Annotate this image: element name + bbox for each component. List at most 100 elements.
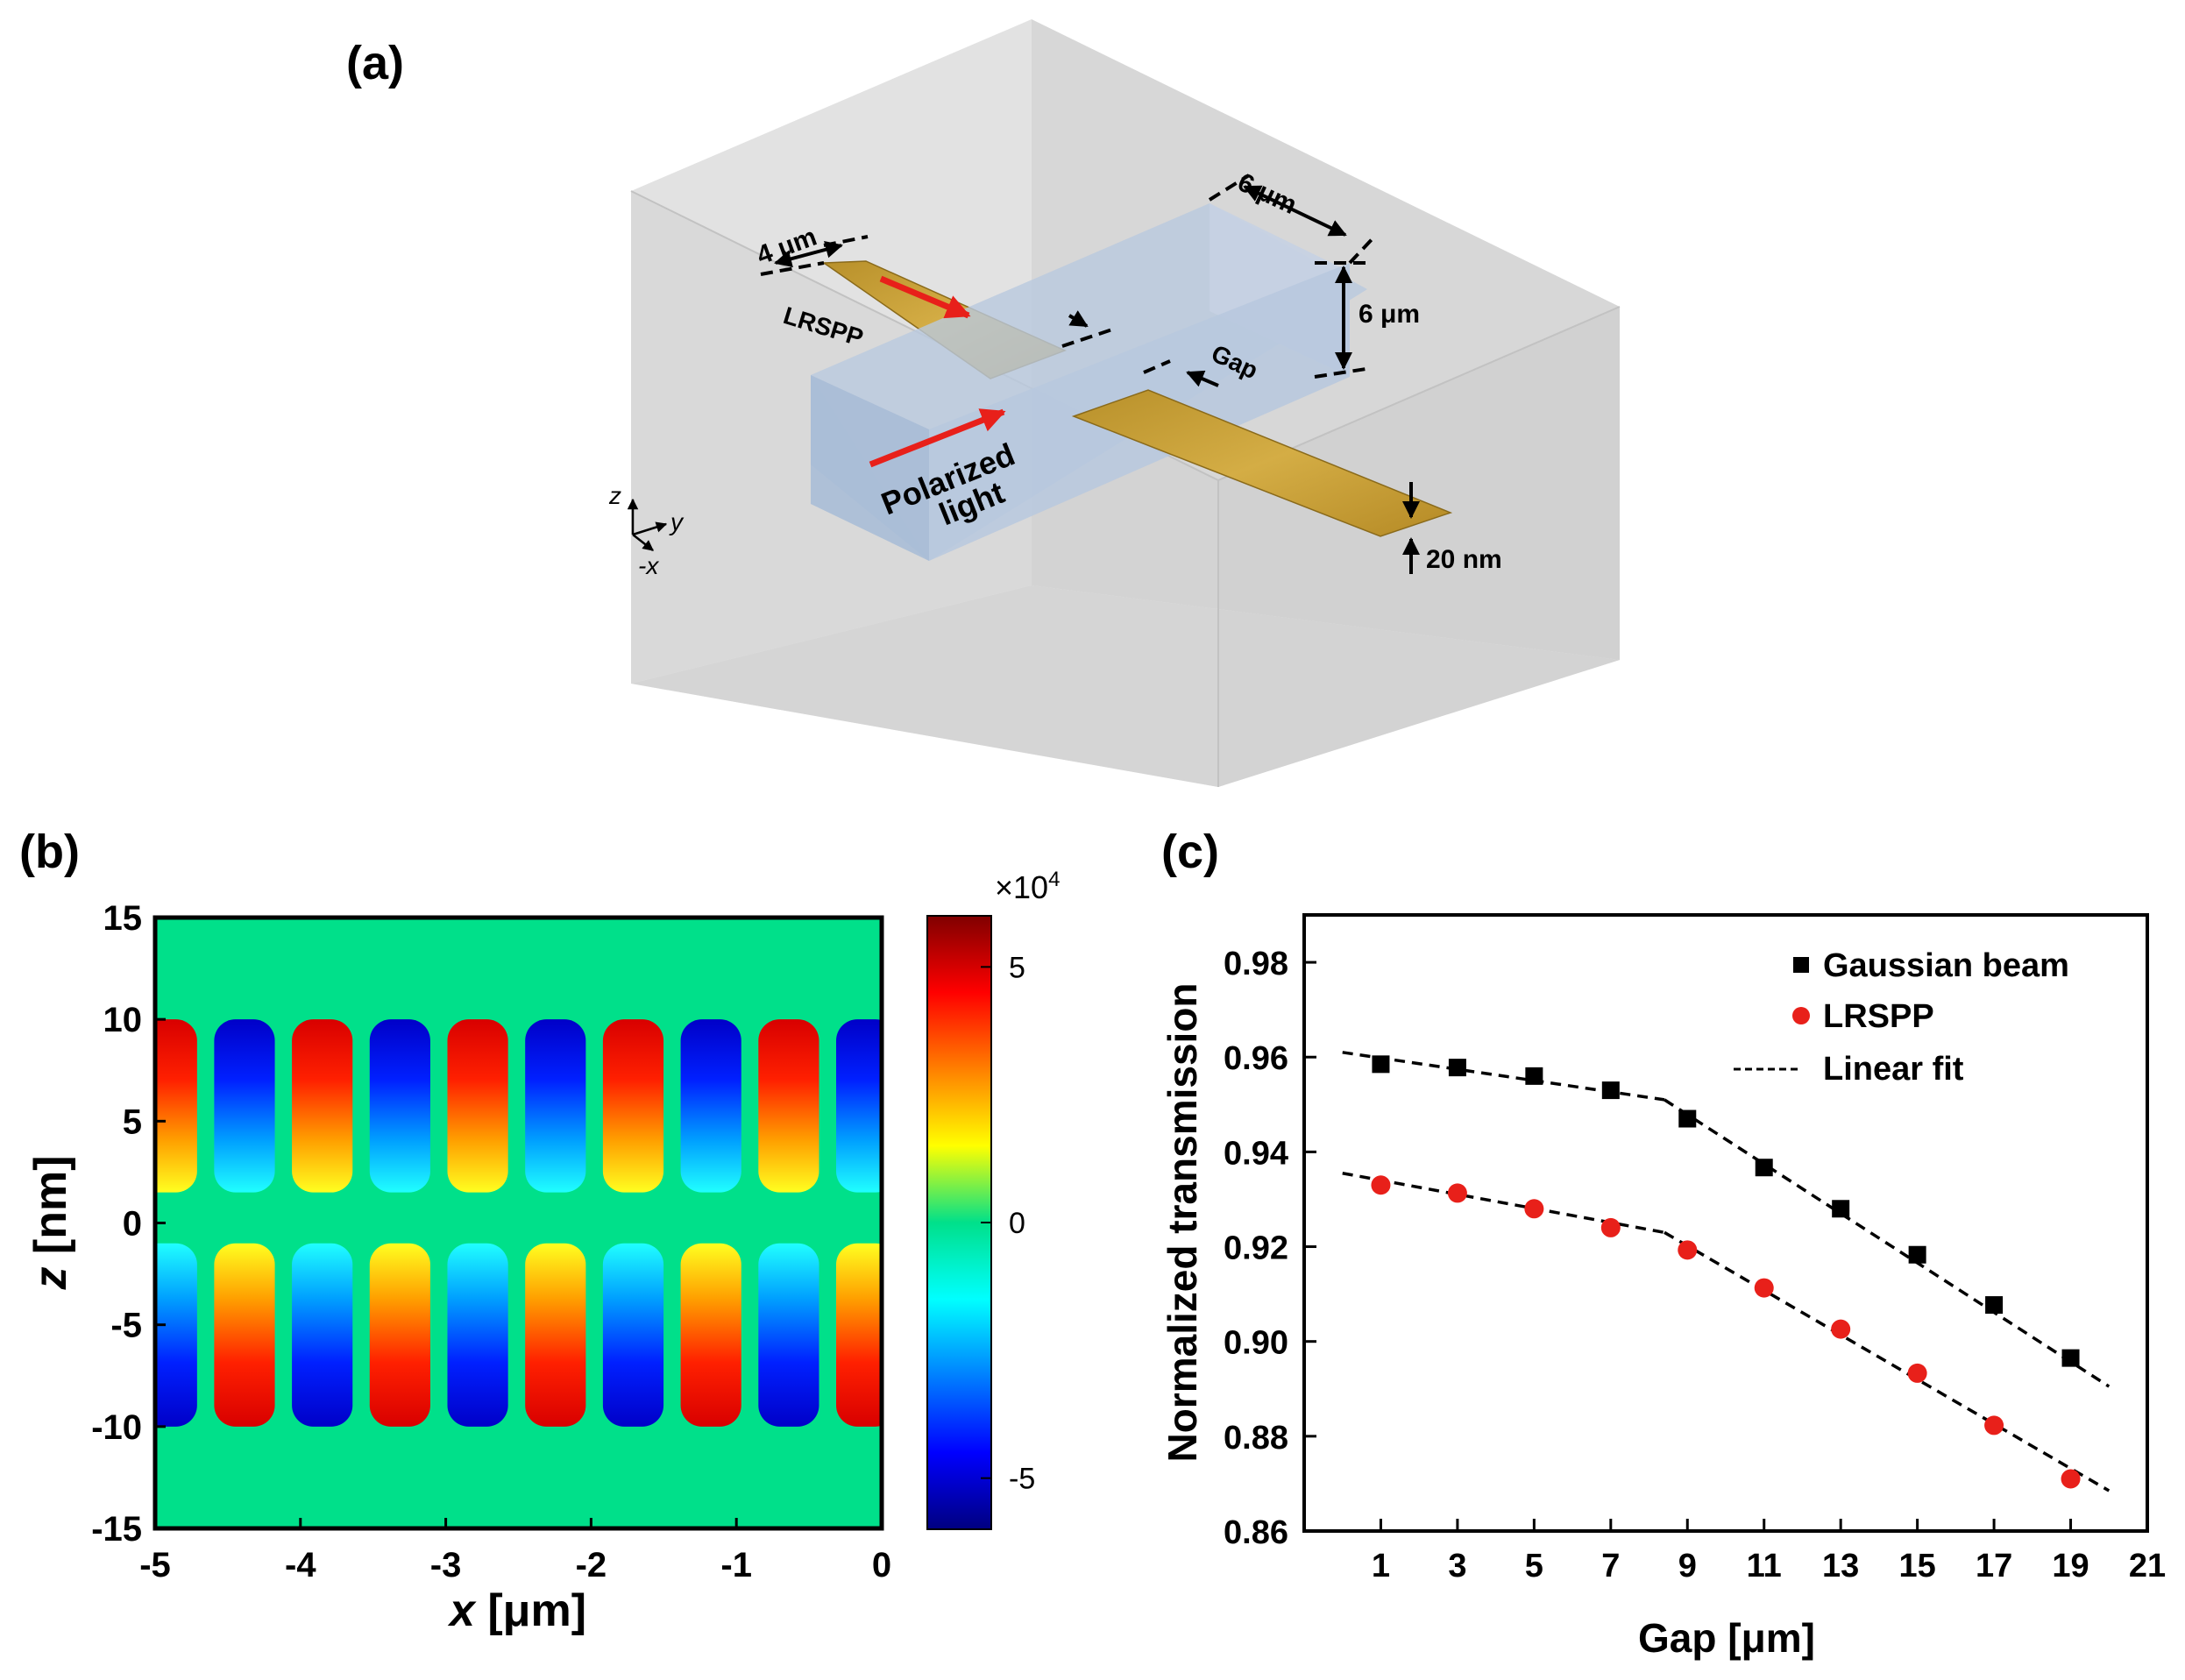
panel-c-label: (c) — [1161, 826, 1219, 878]
point-gaussian-beam — [1678, 1109, 1697, 1128]
colorbar-tick-label: 0 — [1009, 1207, 1025, 1240]
heatmap-x-tick-label: -1 — [720, 1546, 752, 1584]
heatmap-ylabel: z [nm] — [25, 1155, 76, 1290]
point-lrspp — [2061, 1469, 2081, 1489]
scatter-y-tick-label: 0.90 — [1224, 1325, 1288, 1362]
colorbar-tick-label: 5 — [1009, 951, 1025, 984]
field-cell-bottom — [602, 1243, 664, 1427]
scatter-x-tick-label: 5 — [1525, 1548, 1543, 1584]
point-lrspp — [1984, 1415, 2004, 1435]
heatmap-plot — [155, 918, 882, 1528]
heatmap-x-tick-label: -2 — [576, 1546, 607, 1584]
scatter-x-tick-label: 19 — [2052, 1548, 2089, 1584]
axis-y-label: y — [669, 508, 685, 535]
scatter-x-tick-label: 17 — [1976, 1548, 2012, 1584]
dimension-lines — [760, 174, 1420, 574]
field-cell-bottom — [292, 1243, 353, 1427]
point-lrspp — [1831, 1319, 1851, 1339]
linear-fit-segment — [1664, 1230, 2111, 1492]
axis-x-label: -x — [638, 552, 659, 579]
point-gaussian-beam — [1832, 1200, 1850, 1218]
field-cell-bottom — [836, 1243, 882, 1427]
heatmap-xlabel-var: x — [447, 1585, 477, 1636]
heatmap-y-tick-label: -10 — [91, 1408, 142, 1447]
field-cell-top — [155, 1019, 197, 1193]
legend-label-fit: Linear fit — [1823, 1051, 1964, 1088]
linear-fit-segment — [1664, 1098, 2111, 1388]
scatter-y-tick-label: 0.96 — [1224, 1040, 1288, 1077]
point-lrspp — [1447, 1183, 1467, 1203]
panel-a: (a) — [346, 19, 1621, 787]
panel-a-label: (a) — [346, 37, 404, 89]
scatter-y-tick-label: 0.94 — [1224, 1135, 1288, 1172]
heatmap-y-tick-label: -15 — [91, 1510, 142, 1549]
legend-label-lrspp: LRSPP — [1823, 998, 1934, 1035]
scatter-frame — [1302, 913, 2149, 1533]
heatmap-x-tick-label: -5 — [139, 1546, 171, 1584]
legend-marker-lrspp — [1792, 1007, 1810, 1024]
heatmap-xlabel: x [μm] — [447, 1585, 586, 1636]
point-gaussian-beam — [1448, 1059, 1466, 1077]
scatter-y-tick-label: 0.86 — [1224, 1514, 1288, 1551]
field-cell-top — [447, 1019, 508, 1193]
point-lrspp — [1678, 1240, 1698, 1260]
colorbar-multiplier-base: ×10 — [995, 869, 1048, 905]
thickness-label: 20 nm — [1426, 545, 1502, 574]
point-gaussian-beam — [2061, 1349, 2080, 1367]
field-cell-bottom — [369, 1243, 430, 1427]
legend-label-gaussian: Gaussian beam — [1823, 947, 2069, 984]
heatmap-y-tick-label: 0 — [123, 1205, 142, 1244]
point-lrspp — [1754, 1278, 1774, 1298]
scatter-xlabel: Gap [μm] — [1638, 1615, 1815, 1661]
colorbar-multiplier: ×104 — [995, 868, 1060, 905]
point-lrspp — [1600, 1217, 1621, 1237]
box-height-label: 6 μm — [1359, 300, 1420, 329]
scatter-x-tick-label: 11 — [1747, 1548, 1782, 1584]
output-strip — [1071, 389, 1453, 537]
field-cell-bottom — [214, 1243, 275, 1427]
point-gaussian-beam — [1985, 1296, 2004, 1315]
field-cell-top — [758, 1019, 819, 1193]
scatter-x-tick-label: 21 — [2129, 1548, 2166, 1584]
field-cell-top — [214, 1019, 275, 1193]
field-cell-top — [680, 1019, 741, 1193]
field-cell-top — [369, 1019, 430, 1193]
scatter-x-tick-label: 7 — [1601, 1548, 1620, 1584]
scatter-y-tick-label: 0.98 — [1224, 946, 1288, 982]
legend-marker-gaussian — [1793, 957, 1809, 973]
scatter-ylabel: Normalized transmission — [1160, 982, 1205, 1462]
axis-z-label: z — [608, 482, 621, 509]
heatmap-x-tick-label: -4 — [285, 1546, 316, 1584]
scatter-x-tick-label: 1 — [1372, 1548, 1390, 1584]
heatmap-y-tick-label: 15 — [103, 899, 143, 938]
heatmap-ylabel-var: z — [25, 1267, 76, 1291]
field-cell-top — [525, 1019, 586, 1193]
field-cell-bottom — [680, 1243, 741, 1427]
field-cell-bottom — [525, 1243, 586, 1427]
point-gaussian-beam — [1601, 1081, 1620, 1100]
legend: Gaussian beam LRSPP Linear fit — [1734, 947, 2069, 1088]
colorbar-tick-label: -5 — [1009, 1463, 1035, 1496]
field-cell-bottom — [155, 1243, 197, 1427]
scatter-x-tick-label: 13 — [1822, 1548, 1859, 1584]
heatmap-x-tick-label: 0 — [872, 1546, 891, 1584]
scatter-y-tick-label: 0.92 — [1224, 1230, 1288, 1267]
point-lrspp — [1524, 1199, 1544, 1219]
heatmap-x-tick-label: -3 — [430, 1546, 462, 1584]
point-gaussian-beam — [1372, 1055, 1390, 1074]
field-cell-bottom — [447, 1243, 508, 1427]
heatmap-y-tick-label: 5 — [123, 1102, 142, 1141]
scatter-x-tick-label: 15 — [1898, 1548, 1935, 1584]
lrspp-direction-arrow — [879, 275, 971, 319]
field-cell-top — [602, 1019, 664, 1193]
colorbar-exponent: 4 — [1048, 868, 1060, 891]
light-direction-arrow — [869, 408, 1006, 468]
heatmap-background — [155, 918, 882, 1528]
scatter-x-tick-label: 9 — [1678, 1548, 1697, 1584]
axis-triad — [627, 498, 668, 551]
field-cell-top — [836, 1019, 882, 1193]
scatter-x-tick-label: 3 — [1448, 1548, 1466, 1584]
waveguide-block — [811, 203, 1367, 561]
panel-c: (c) 1 3 5 7 9 11 13 15 17 19 210.860.880.900.920.9… — [1160, 826, 2166, 1661]
